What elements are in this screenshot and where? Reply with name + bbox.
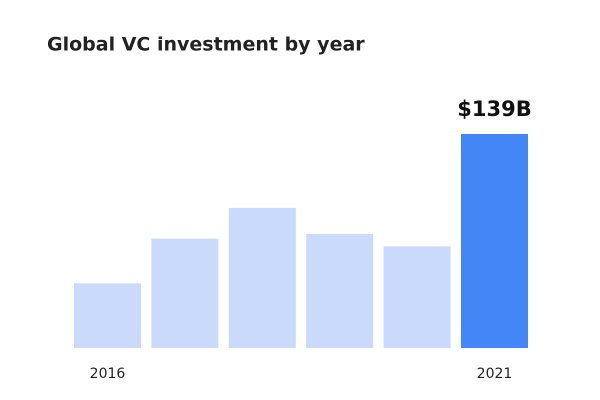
- bar: [228, 207, 296, 348]
- value-label: $139B: [457, 97, 531, 121]
- x-tick-label: 2021: [477, 366, 513, 382]
- bar: [74, 283, 141, 348]
- chart-title: Global VC investment by year: [47, 34, 365, 56]
- bar: [461, 134, 528, 348]
- bar: [383, 246, 451, 348]
- x-tick-label: 2016: [90, 366, 126, 382]
- bar: [151, 238, 219, 348]
- bar: [306, 234, 374, 348]
